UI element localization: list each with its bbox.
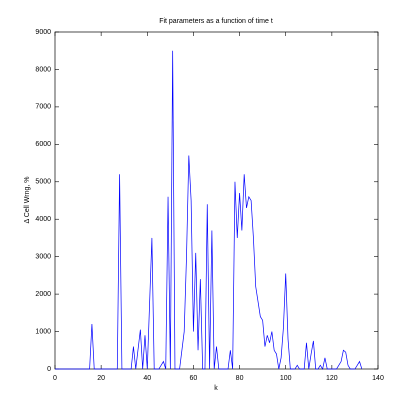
x-tick-label: 120 bbox=[326, 375, 338, 382]
x-tick-label: 100 bbox=[280, 375, 292, 382]
y-tick-label: 8000 bbox=[35, 66, 51, 73]
y-tick-label: 3000 bbox=[35, 254, 51, 261]
y-tick-label: 4000 bbox=[35, 216, 51, 223]
x-axis-label: k bbox=[214, 385, 218, 392]
x-tick-label: 40 bbox=[143, 375, 151, 382]
y-tick-label: 5000 bbox=[35, 179, 51, 186]
x-tick-label: 140 bbox=[372, 375, 384, 382]
x-tick-label: 60 bbox=[190, 375, 198, 382]
y-tick-label: 2000 bbox=[35, 291, 51, 298]
data-line bbox=[55, 50, 363, 370]
y-tick-label: 9000 bbox=[35, 29, 51, 36]
x-tick-label: 20 bbox=[97, 375, 105, 382]
y-tick-label: 1000 bbox=[35, 328, 51, 335]
plot-frame bbox=[54, 31, 379, 370]
y-tick-label: 0 bbox=[47, 366, 51, 373]
y-tick-label: 6000 bbox=[35, 141, 51, 148]
y-tick-label: 7000 bbox=[35, 104, 51, 111]
x-tick-label: 0 bbox=[53, 375, 57, 382]
x-tick-label: 80 bbox=[236, 375, 244, 382]
chart-title: Fit parameters as a function of time t bbox=[159, 18, 273, 25]
y-axis-label: Δ Cell Wrng, % bbox=[24, 177, 31, 224]
